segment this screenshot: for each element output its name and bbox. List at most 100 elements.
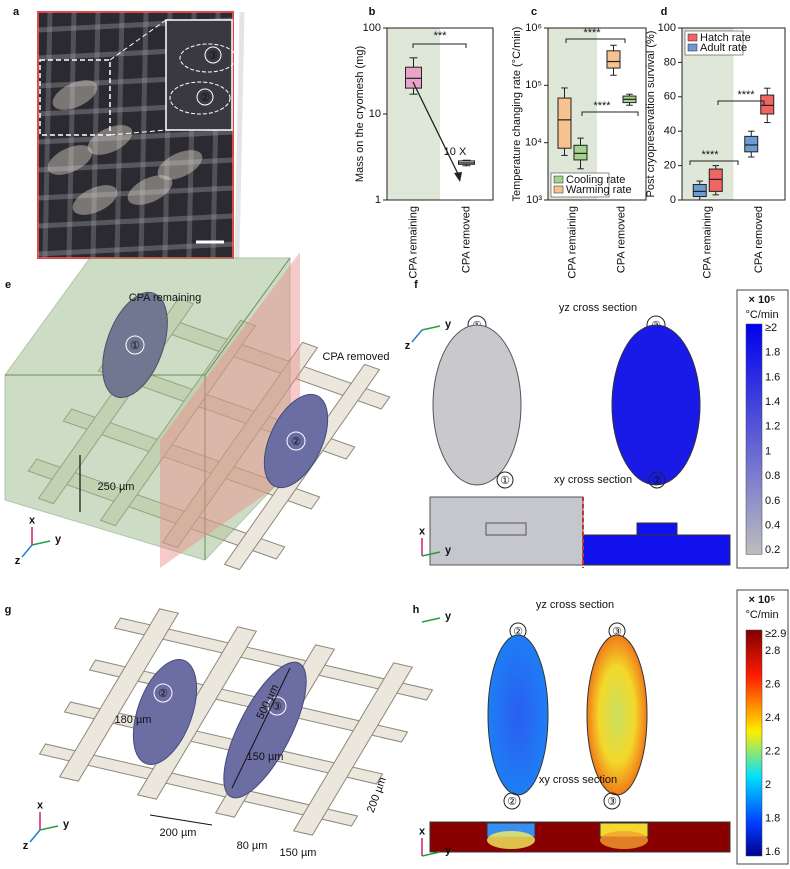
dimension-label: 80 µm [237,840,268,852]
colorbar-label: 1.8 [765,812,780,824]
dimension-label: 150 µm [247,751,284,763]
larva-number: ③ [612,626,622,638]
mesh-strand [234,11,245,259]
zoom-region [39,59,111,136]
axis-label: x [419,826,426,838]
axis-arrow [421,551,441,557]
significance-bracket [717,100,765,105]
mesh-bar [115,618,433,700]
larva [87,125,133,155]
larva [132,658,198,766]
number-circle [496,471,514,489]
section [432,324,522,486]
section-title: xy cross section [539,774,617,786]
section-title: xy cross section [554,474,632,486]
section-title: yz cross section [536,599,614,611]
panel-label: e [5,279,11,291]
colorbar-label: 1.6 [765,371,780,383]
legend-swatch [687,43,698,52]
section [429,821,731,853]
axis-label: z [15,555,21,567]
significance-bracket [689,160,739,165]
number-circle [603,792,621,810]
axis-label: x [419,526,426,538]
larva [223,661,307,799]
legend-label: Hatch rate [700,32,751,44]
y-tick-label: 20 [664,160,676,172]
panel-label: b [369,6,376,18]
dimension-label: 200 µm [160,827,197,839]
colorbar-unit: °C/min [745,309,778,321]
panel-label: a [13,6,20,18]
annotation: **** [593,100,611,112]
y-tick-label: 100 [658,22,676,34]
axis-label: y [55,534,62,546]
box [405,66,422,89]
legend-label: Warming rate [566,184,632,196]
larva [102,291,168,399]
mesh-bar [40,744,358,826]
dimension-line [149,814,213,826]
larva-number: ③ [607,796,617,808]
annotation: **** [701,149,719,161]
axis-arrow [29,829,41,843]
colorbar-label: ≥2 [765,322,777,334]
significance-bracket [581,111,639,116]
shade [387,28,440,200]
x-tick-label: CPA removed [460,206,472,273]
outline [179,43,237,73]
y-tick-label: 10³ [526,194,542,206]
annotation: 10 X [444,146,467,158]
colorbar-label: 2.2 [765,745,780,757]
legend-swatch [687,33,698,42]
x-tick-label: CPA remaining [566,206,578,279]
box [708,168,723,192]
plot-frame [547,27,647,201]
plot-frame [681,27,786,201]
shade [682,28,734,200]
mesh-strand [37,129,234,145]
mesh-strand [138,11,149,259]
mesh-bar [294,663,413,835]
number-circle [286,431,306,451]
mesh-strand [42,11,53,259]
colorbar-title: × 10⁵ [749,294,776,306]
axis-arrow [21,544,33,558]
colorbar-label: 1.6 [765,846,780,858]
panel-label: c [531,6,537,18]
colorbar-label: 0.6 [765,495,780,507]
colorbar-label: 2.8 [765,645,780,657]
hot-spot [600,831,648,849]
colorbar-label: 1.4 [765,396,780,408]
larva-number: ① [500,475,510,487]
axis-arrow [421,325,441,331]
colorbar-label: 2.4 [765,712,780,724]
y-axis-title: Post cryopreservation survival (%) [645,31,657,198]
y-tick-label: 10⁵ [525,79,542,91]
axis-arrow [421,851,441,857]
x-tick-label: CPA remaining [407,206,419,279]
larva-number: ② [652,475,662,487]
axis-label: y [445,545,452,557]
significance-bracket [565,38,626,43]
colorbar-frame [736,289,789,569]
section [485,522,527,536]
number-circle [267,696,287,716]
mesh [30,602,442,842]
number-circle [648,471,666,489]
larva [157,150,203,180]
larva [47,145,93,175]
y-axis-title: Mass on the cryomesh (mg) [354,46,366,182]
x-tick-label: CPA removed [615,206,627,273]
number-circle [153,683,173,703]
larva-number: ② [291,436,301,448]
colorbar-label: ≥2.9 [765,628,786,640]
axis-arrow [411,329,423,343]
dimension-label: 180 µm [115,714,152,726]
larva [263,393,329,489]
legend-swatch [553,185,564,194]
panel-label: g [5,604,12,616]
box [692,184,707,198]
number-circle [125,335,145,355]
